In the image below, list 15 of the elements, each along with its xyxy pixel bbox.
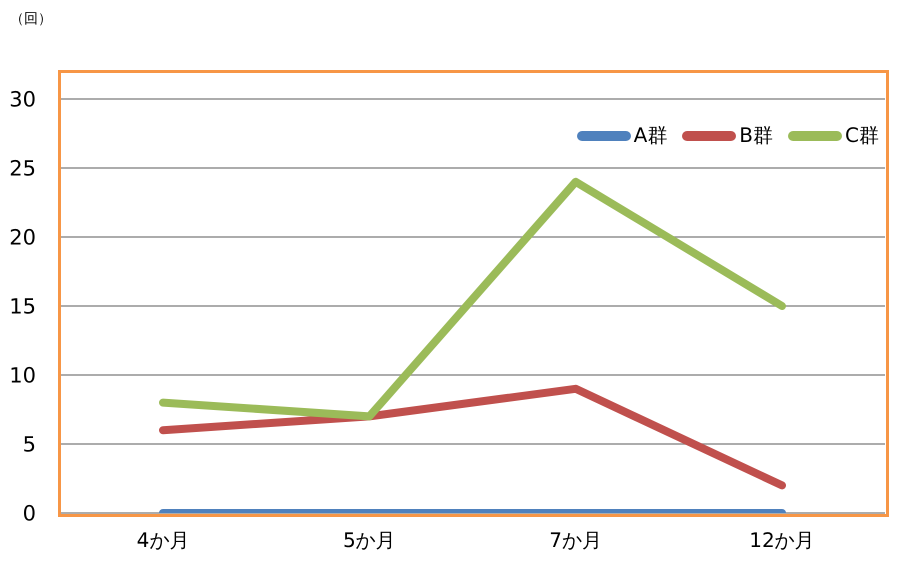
y-tick-label: 20	[9, 225, 36, 250]
legend-label: B群	[739, 122, 774, 149]
y-tick-label: 15	[9, 294, 36, 318]
y-axis-title: （回）	[10, 10, 52, 28]
x-tick-label: 4か月	[136, 528, 190, 552]
legend-label: C群	[845, 122, 879, 149]
x-tick-label: 5か月	[342, 528, 396, 552]
y-tick-label: 0	[22, 501, 36, 526]
legend-label: A群	[634, 122, 668, 149]
x-tick-label: 12か月	[749, 528, 815, 552]
y-tick-label: 5	[22, 432, 36, 456]
y-tick-label: 30	[9, 87, 36, 112]
y-tick-label: 25	[9, 156, 36, 180]
x-tick-label: 7か月	[549, 528, 602, 552]
y-tick-label: 10	[9, 363, 36, 388]
